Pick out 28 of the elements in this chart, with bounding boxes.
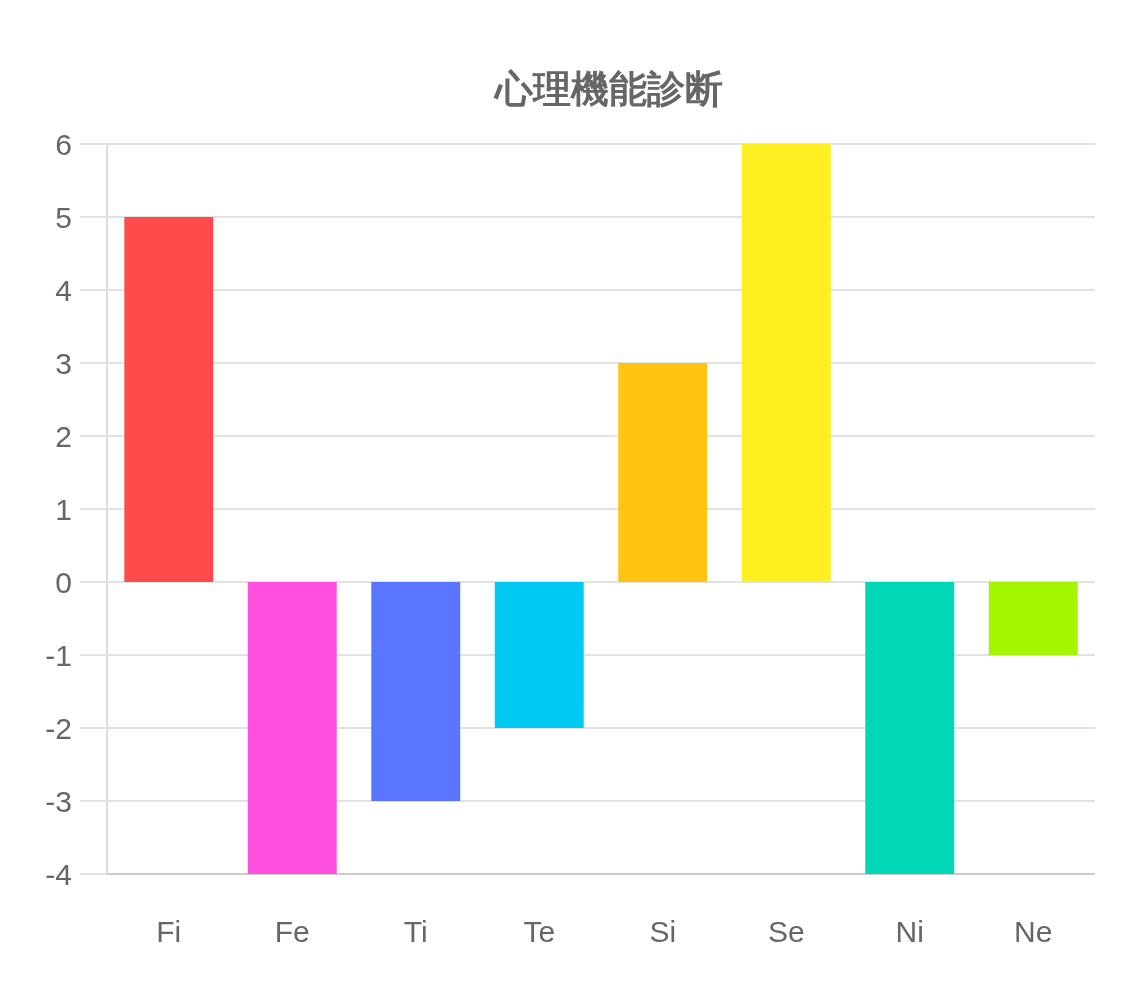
y-tick-label: -2 <box>45 712 72 745</box>
y-tick-label: 4 <box>55 274 72 307</box>
y-tick-label: 6 <box>55 128 72 161</box>
y-tick-label: -1 <box>45 639 72 672</box>
x-tick-label: Fe <box>274 915 310 948</box>
x-tick-label: Te <box>523 915 556 948</box>
y-tick-label: 2 <box>55 420 72 453</box>
bar <box>371 582 461 801</box>
x-tick-label: Ni <box>895 915 924 948</box>
y-tick-label: 0 <box>55 566 72 599</box>
y-tick-label: 3 <box>55 347 72 380</box>
bar <box>988 582 1078 655</box>
bar <box>618 363 708 582</box>
x-tick-label: Ne <box>1014 915 1053 948</box>
y-tick-label: 5 <box>55 201 72 234</box>
bar <box>124 217 214 582</box>
x-tick-label: Ti <box>403 915 428 948</box>
bar <box>494 582 584 728</box>
y-tick-label: -3 <box>45 785 72 818</box>
x-tick-label: Fi <box>156 915 182 948</box>
x-tick-label: Se <box>767 915 805 948</box>
x-tick-label: Si <box>649 915 677 948</box>
bar <box>741 144 831 582</box>
y-tick-label: 1 <box>55 493 72 526</box>
bar <box>247 582 337 874</box>
bar <box>865 582 955 874</box>
chart-title: 心理機能診断 <box>493 68 723 110</box>
y-tick-label: -4 <box>45 858 72 891</box>
